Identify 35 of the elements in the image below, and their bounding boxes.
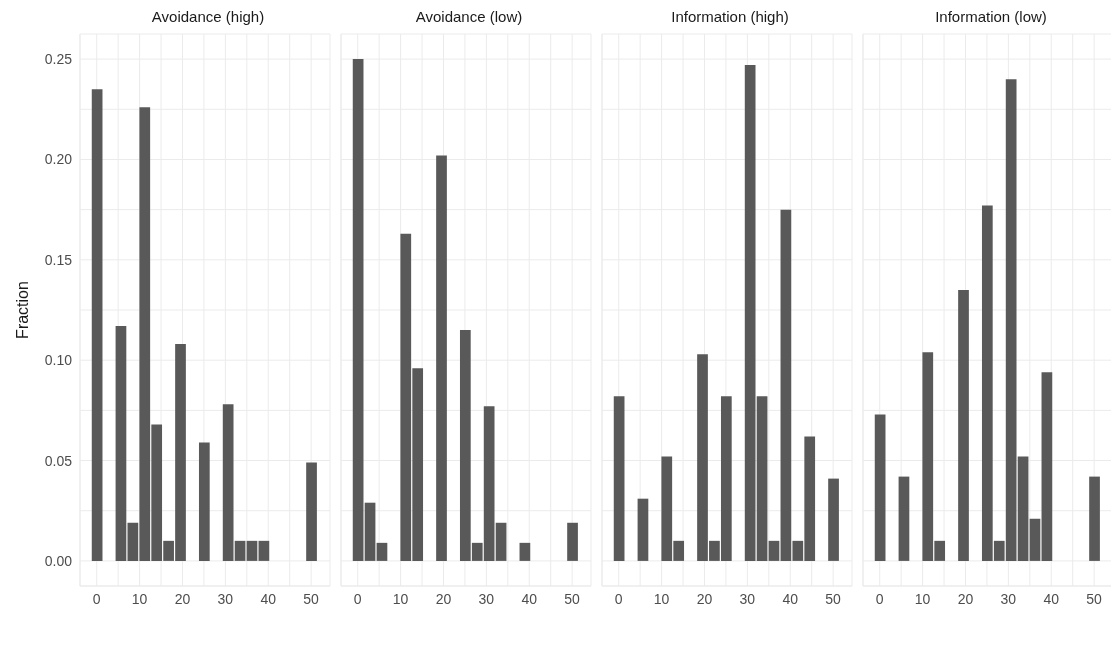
x-tick-label: 40 [1043, 590, 1060, 607]
y-tick-label: 0.20 [44, 151, 73, 168]
x-tick-label: 30 [1000, 590, 1017, 607]
x-tick-label: 40 [521, 590, 538, 607]
x-tick-label: 20 [435, 590, 452, 607]
x-tick-label: 20 [957, 590, 974, 607]
x-tick-label: 10 [653, 590, 670, 607]
y-tick-label: 0.05 [44, 452, 73, 469]
x-tick-label: 0 [92, 590, 101, 607]
x-tick-label: 0 [353, 590, 362, 607]
chart-title: Information (high) [670, 8, 790, 27]
x-tick-label: 0 [614, 590, 623, 607]
x-tick-label: 30 [739, 590, 756, 607]
chart-title: Information (low) [934, 8, 1048, 27]
x-tick-label: 50 [303, 590, 320, 607]
y-tick-label: 0.15 [44, 251, 73, 268]
x-tick-label: 20 [696, 590, 713, 607]
x-tick-label: 10 [914, 590, 931, 607]
chart-title: Avoidance (low) [414, 8, 524, 27]
chart-title: Avoidance (high) [150, 8, 266, 27]
x-tick-label: 40 [260, 590, 277, 607]
x-tick-label: 10 [392, 590, 409, 607]
text: 0.00 [44, 552, 72, 569]
x-tick-label: 50 [1086, 590, 1103, 607]
x-tick-label: 50 [564, 590, 581, 607]
y-axis-title: Fraction [13, 281, 31, 339]
x-tick-label: 40 [782, 590, 799, 607]
x-tick-label: 50 [825, 590, 842, 607]
y-tick-label: 0.10 [44, 352, 73, 369]
x-tick-label: 20 [174, 590, 191, 607]
x-tick-label: 0 [875, 590, 884, 607]
x-tick-label: 30 [478, 590, 495, 607]
x-tick-label: 10 [131, 590, 148, 607]
x-tick-label: 30 [217, 590, 234, 607]
y-tick-label: 0.25 [44, 51, 73, 68]
